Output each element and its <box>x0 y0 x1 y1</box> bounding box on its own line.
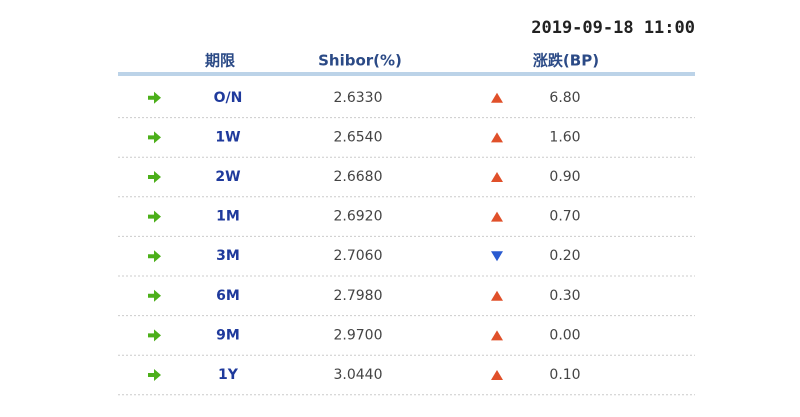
row-arrow <box>148 171 161 183</box>
rate: 2.6540 <box>334 129 383 145</box>
row-arrow <box>148 250 161 263</box>
term: O/N <box>214 90 243 106</box>
change: 0.30 <box>549 288 580 304</box>
change: 0.20 <box>549 248 580 264</box>
rate: 2.7980 <box>334 288 383 304</box>
change: 1.60 <box>549 129 580 145</box>
trend-up <box>491 211 503 222</box>
trend-up <box>491 92 503 103</box>
row-arrow <box>148 289 161 302</box>
rate: 2.6330 <box>334 90 383 106</box>
change: 0.10 <box>549 367 580 383</box>
row-arrow <box>148 91 161 104</box>
rate: 2.6920 <box>334 209 383 225</box>
term: 1M <box>216 209 240 225</box>
header-rule <box>118 72 695 76</box>
row-arrow <box>148 131 161 144</box>
change: 6.80 <box>549 90 580 106</box>
change: 0.70 <box>549 209 580 225</box>
term: 6M <box>216 288 240 304</box>
change: 0.90 <box>549 169 580 185</box>
rate: 2.9700 <box>334 327 383 343</box>
rate: 2.7060 <box>334 248 383 264</box>
trend-up <box>491 290 503 301</box>
trend-up <box>491 330 503 341</box>
trend-up <box>491 172 503 182</box>
term: 9M <box>216 327 240 343</box>
header-cell: 期限 <box>205 52 235 70</box>
timestamp: 2019-09-18 11:00 <box>531 18 695 38</box>
term: 2W <box>215 169 240 185</box>
trend-up <box>491 132 503 143</box>
term: 1Y <box>218 367 239 383</box>
row-arrow <box>148 329 161 342</box>
row-arrow <box>148 369 161 381</box>
rate: 2.6680 <box>334 169 383 185</box>
row-arrow <box>148 210 161 223</box>
trend-down <box>491 251 503 262</box>
header-cell: 涨跌(BP) <box>533 52 599 70</box>
term: 3M <box>216 248 240 264</box>
trend-up <box>491 370 503 380</box>
term: 1W <box>215 129 240 145</box>
change: 0.00 <box>549 327 580 343</box>
rate: 3.0440 <box>334 367 383 383</box>
header-cell: Shibor(%) <box>318 52 402 70</box>
